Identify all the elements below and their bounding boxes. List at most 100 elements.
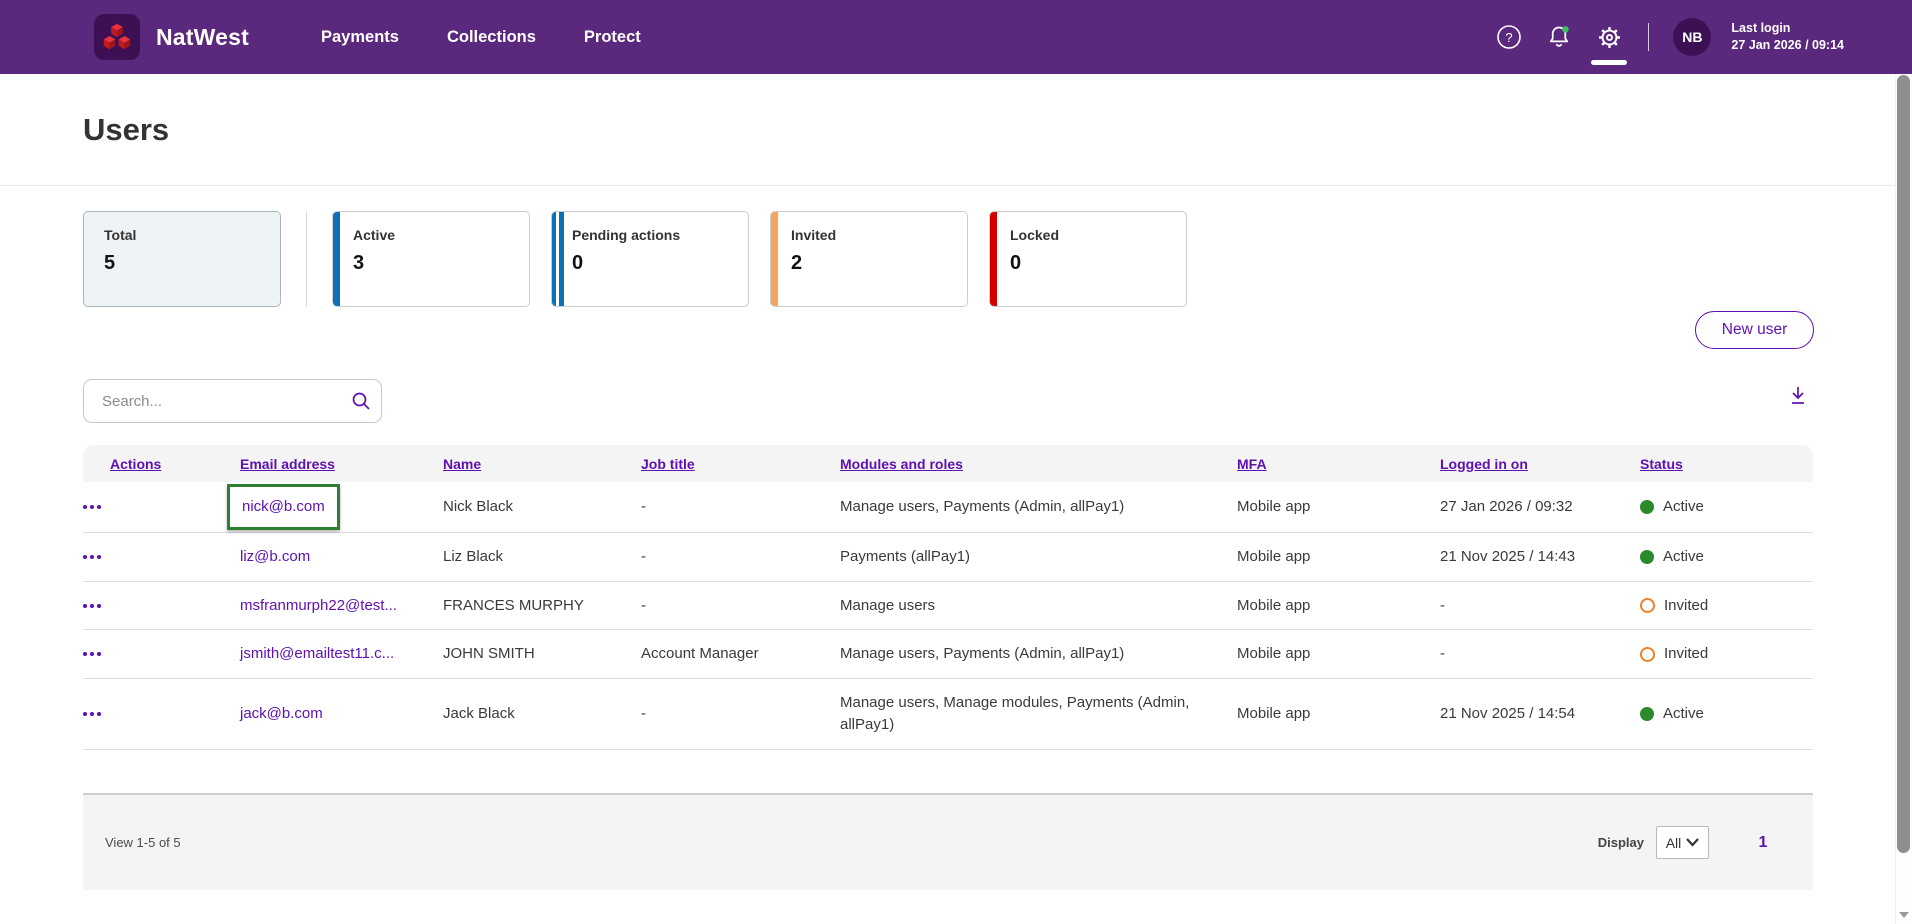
email-link[interactable]: msfranmurph22@test... [240, 596, 397, 614]
chevron-down-icon [1686, 838, 1700, 847]
help-icon[interactable]: ? [1494, 22, 1524, 52]
last-login-label: Last login [1731, 21, 1791, 36]
search-icon[interactable] [341, 390, 381, 412]
stat-card-active[interactable]: Active 3 [332, 211, 530, 307]
display-count-select[interactable]: All [1656, 826, 1709, 859]
bell-icon[interactable] [1544, 22, 1574, 52]
modules-roles: Manage users, Payments (Admin, allPay1) [840, 645, 1125, 663]
column-header-logged-in[interactable]: Logged in on [1440, 455, 1528, 472]
logged-in-on: 21 Nov 2025 / 14:54 [1440, 704, 1576, 722]
table-row: jsmith@emailtest11.c... JOHN SMITH Accou… [83, 630, 1813, 679]
search-input[interactable] [84, 392, 341, 410]
mfa: Mobile app [1237, 704, 1311, 722]
status-dot [1640, 499, 1654, 514]
user-name: Liz Black [443, 547, 504, 565]
modules-roles: Payments (allPay1) [840, 547, 971, 565]
user-stats: Total 5 Active 3 Pending actions 0 Invit… [83, 211, 1187, 307]
stat-label: Total [104, 227, 137, 243]
search-box [83, 379, 382, 423]
stat-value: 5 [104, 252, 116, 274]
job-title: - [641, 704, 646, 722]
column-header-email[interactable]: Email address [240, 455, 335, 472]
mfa: Mobile app [1237, 547, 1311, 565]
table-row: jack@b.com Jack Black - Manage users, Ma… [83, 679, 1813, 749]
last-login-info: Last login 27 Jan 2026 / 09:14 [1731, 20, 1844, 54]
column-header-mfa[interactable]: MFA [1237, 455, 1267, 472]
job-title: - [641, 547, 646, 565]
user-name: JOHN SMITH [443, 645, 535, 663]
email-link[interactable]: jsmith@emailtest11.c... [240, 645, 395, 663]
brand: NatWest [0, 14, 249, 60]
header-divider [1648, 23, 1650, 51]
nav-item-protect[interactable]: Protect [583, 27, 641, 46]
logged-in-on: - [1440, 596, 1445, 614]
stat-value: 3 [353, 252, 365, 274]
stat-value: 0 [572, 252, 584, 274]
users-table: Actions Email address Name Job title Mod… [83, 445, 1813, 750]
column-header-status[interactable]: Status [1640, 455, 1683, 472]
page-title: Users [83, 112, 170, 147]
kebab-menu-icon[interactable] [83, 711, 87, 716]
stat-card-total[interactable]: Total 5 [83, 211, 281, 307]
user-name: Nick Black [443, 498, 514, 515]
stat-card-pending-actions[interactable]: Pending actions 0 [551, 211, 749, 307]
email-link[interactable]: liz@b.com [240, 547, 311, 565]
status-label: Active [1663, 498, 1704, 515]
stats-divider [306, 211, 307, 307]
table-footer: View 1-5 of 5 Display All 1 [83, 793, 1813, 890]
modules-roles: Manage users, Manage modules, Payments (… [840, 694, 1190, 733]
new-user-button[interactable]: New user [1695, 311, 1814, 349]
job-title: - [641, 596, 646, 614]
logged-in-on: - [1440, 645, 1445, 663]
status-dot [1640, 706, 1654, 721]
kebab-menu-icon[interactable] [83, 652, 87, 657]
kebab-menu-icon[interactable] [83, 554, 87, 559]
scrollbar-thumb[interactable] [1897, 75, 1910, 853]
topbar-right: ? [1494, 18, 1912, 65]
mfa: Mobile app [1237, 596, 1311, 614]
email-link[interactable]: nick@b.com [227, 484, 340, 530]
avatar[interactable]: NB [1673, 18, 1712, 56]
notification-dot [1562, 26, 1570, 33]
natwest-logo-icon[interactable] [94, 14, 140, 60]
nav-item-payments[interactable]: Payments [321, 27, 399, 46]
column-header-actions[interactable]: Actions [110, 455, 162, 472]
kebab-menu-icon[interactable] [83, 603, 87, 608]
download-icon[interactable] [1784, 382, 1812, 410]
view-range-text: View 1-5 of 5 [105, 835, 181, 850]
stat-value: 2 [791, 252, 803, 274]
stat-value: 0 [1010, 252, 1022, 274]
modules-roles: Manage users [840, 596, 936, 614]
table-row: msfranmurph22@test... FRANCES MURPHY - M… [83, 581, 1813, 630]
display-count-value: All [1665, 834, 1682, 851]
user-name: Jack Black [443, 704, 515, 722]
job-title: - [641, 498, 646, 515]
modules-roles: Manage users, Payments (Admin, allPay1) [840, 498, 1125, 515]
stat-label: Invited [791, 227, 837, 243]
table-row: nick@b.com Nick Black - Manage users, Pa… [83, 482, 1813, 533]
kebab-menu-icon[interactable] [83, 505, 87, 509]
mfa: Mobile app [1237, 645, 1311, 663]
stat-label: Locked [1010, 227, 1060, 243]
email-link[interactable]: jack@b.com [240, 704, 323, 722]
stat-card-locked[interactable]: Locked 0 [989, 211, 1187, 307]
svg-text:?: ? [1506, 30, 1513, 45]
stat-card-invited[interactable]: Invited 2 [770, 211, 968, 307]
scrollbar-down-arrow-icon[interactable] [1899, 912, 1909, 918]
display-label: Display [1597, 835, 1644, 850]
vertical-scrollbar [1895, 74, 1912, 924]
nav-item-collections[interactable]: Collections [446, 27, 536, 46]
primary-nav: Payments Collections Protect [321, 28, 641, 47]
top-navigation-bar: NatWest Payments Collections Protect ? [0, 0, 1912, 74]
mfa: Mobile app [1237, 498, 1311, 515]
status-dot [1640, 646, 1655, 662]
column-header-modules[interactable]: Modules and roles [840, 455, 963, 472]
column-header-name[interactable]: Name [443, 455, 482, 472]
logged-in-on: 27 Jan 2026 / 09:32 [1440, 498, 1573, 515]
page-number-1[interactable]: 1 [1758, 833, 1768, 851]
column-header-job-title[interactable]: Job title [641, 455, 695, 472]
status-dot [1640, 549, 1654, 564]
gear-icon[interactable] [1591, 22, 1628, 65]
last-login-value: 27 Jan 2026 / 09:14 [1731, 38, 1844, 52]
